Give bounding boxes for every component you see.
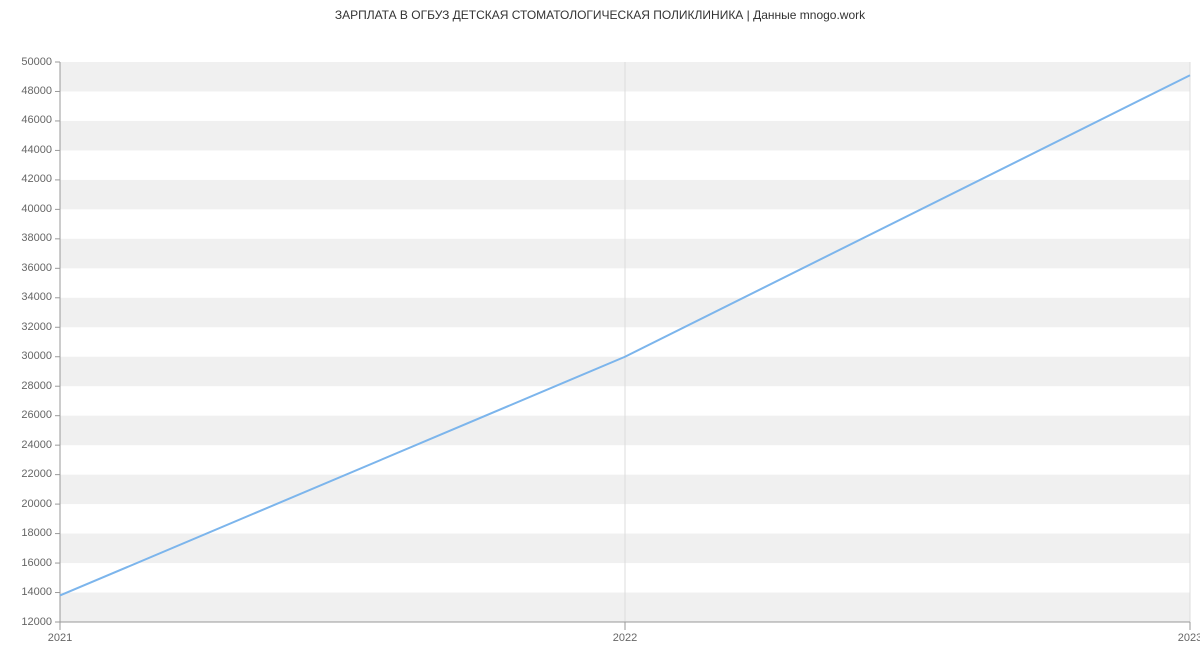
chart-svg <box>0 22 1200 652</box>
y-tick-label: 18000 <box>0 527 52 539</box>
y-tick-label: 30000 <box>0 350 52 362</box>
y-tick-label: 46000 <box>0 114 52 126</box>
y-tick-label: 40000 <box>0 203 52 215</box>
y-tick-label: 42000 <box>0 173 52 185</box>
y-tick-label: 16000 <box>0 557 52 569</box>
y-tick-label: 34000 <box>0 291 52 303</box>
y-tick-label: 26000 <box>0 409 52 421</box>
y-tick-label: 28000 <box>0 380 52 392</box>
y-tick-label: 24000 <box>0 439 52 451</box>
x-tick-label: 2023 <box>1178 632 1200 644</box>
y-tick-label: 14000 <box>0 586 52 598</box>
chart-title: ЗАРПЛАТА В ОГБУЗ ДЕТСКАЯ СТОМАТОЛОГИЧЕСК… <box>0 0 1200 22</box>
y-tick-label: 20000 <box>0 498 52 510</box>
y-tick-label: 12000 <box>0 616 52 628</box>
y-tick-label: 48000 <box>0 85 52 97</box>
y-tick-label: 36000 <box>0 262 52 274</box>
y-tick-label: 22000 <box>0 468 52 480</box>
y-tick-label: 50000 <box>0 56 52 68</box>
y-tick-label: 38000 <box>0 232 52 244</box>
x-tick-label: 2022 <box>613 632 637 644</box>
y-tick-label: 44000 <box>0 144 52 156</box>
x-tick-label: 2021 <box>48 632 72 644</box>
y-tick-label: 32000 <box>0 321 52 333</box>
chart-area: 12000 14000 16000 18000 20000 22000 24000 26000… <box>0 22 1200 642</box>
